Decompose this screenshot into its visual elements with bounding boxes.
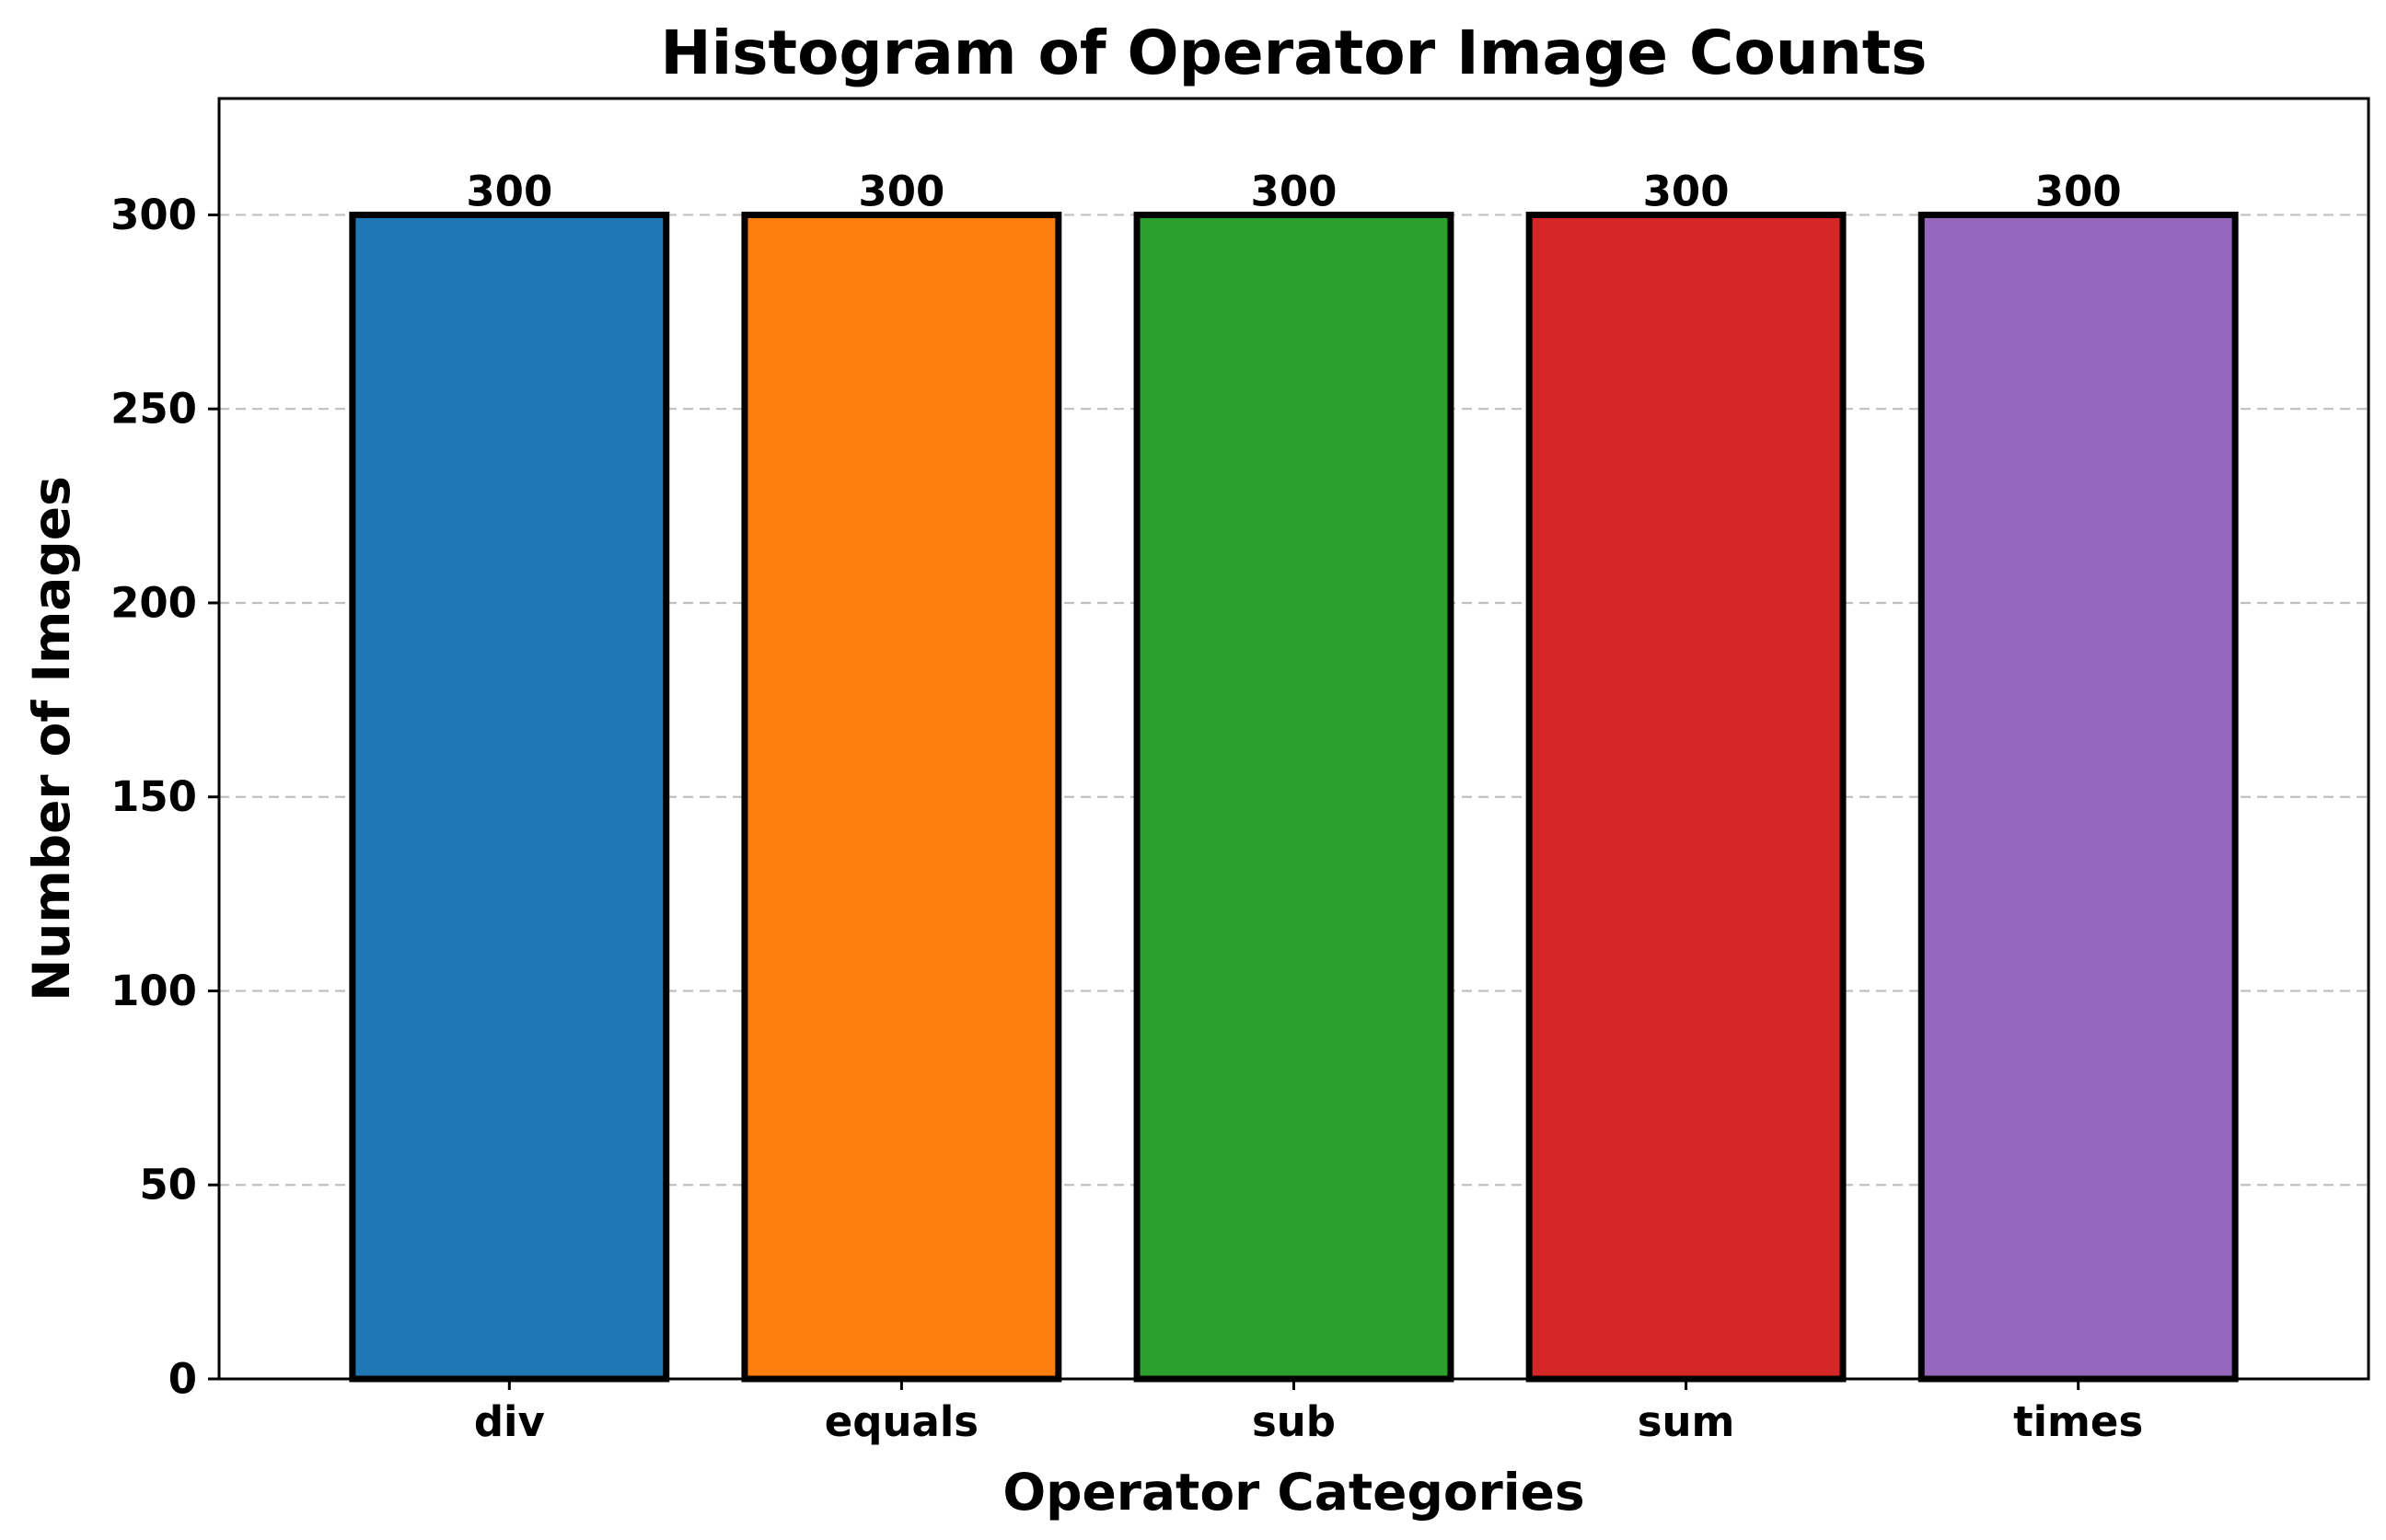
y-axis-ticks: 0 50 100 150 200 250 300 bbox=[110, 191, 219, 1404]
x-tick-label-equals: equals bbox=[825, 1397, 979, 1446]
y-tick-label-100: 100 bbox=[110, 967, 197, 1015]
y-tick-label-300: 300 bbox=[110, 191, 197, 239]
bars bbox=[349, 211, 2239, 1383]
data-label-equals: 300 bbox=[858, 167, 944, 215]
x-tick-label-times: times bbox=[2013, 1397, 2143, 1446]
x-axis-title: Operator Categories bbox=[1002, 1463, 1584, 1522]
y-tick-label-150: 150 bbox=[110, 772, 197, 821]
chart-title: Histogram of Operator Image Counts bbox=[660, 17, 1927, 88]
y-tick-label-200: 200 bbox=[110, 578, 197, 627]
data-label-sum: 300 bbox=[1643, 167, 1730, 215]
y-axis-title: Number of Images bbox=[22, 476, 81, 1002]
data-label-sub: 300 bbox=[1251, 167, 1338, 215]
bar-times bbox=[1917, 211, 2239, 1383]
bar-equals bbox=[741, 211, 1062, 1383]
bar-div bbox=[349, 211, 670, 1383]
bar-data-labels: 300 300 300 300 300 bbox=[466, 167, 2121, 215]
x-tick-label-div: div bbox=[474, 1397, 545, 1446]
y-tick-label-50: 50 bbox=[139, 1161, 197, 1210]
y-tick-label-250: 250 bbox=[110, 385, 197, 434]
bar-sum bbox=[1525, 211, 1847, 1383]
x-axis-ticks: div equals sub sum times bbox=[474, 1379, 2143, 1446]
x-tick-label-sub: sub bbox=[1252, 1397, 1336, 1446]
data-label-div: 300 bbox=[466, 167, 552, 215]
data-label-times: 300 bbox=[2035, 167, 2122, 215]
y-tick-label-0: 0 bbox=[168, 1355, 197, 1404]
bar-sub bbox=[1133, 211, 1454, 1383]
x-tick-label-sum: sum bbox=[1638, 1397, 1735, 1446]
